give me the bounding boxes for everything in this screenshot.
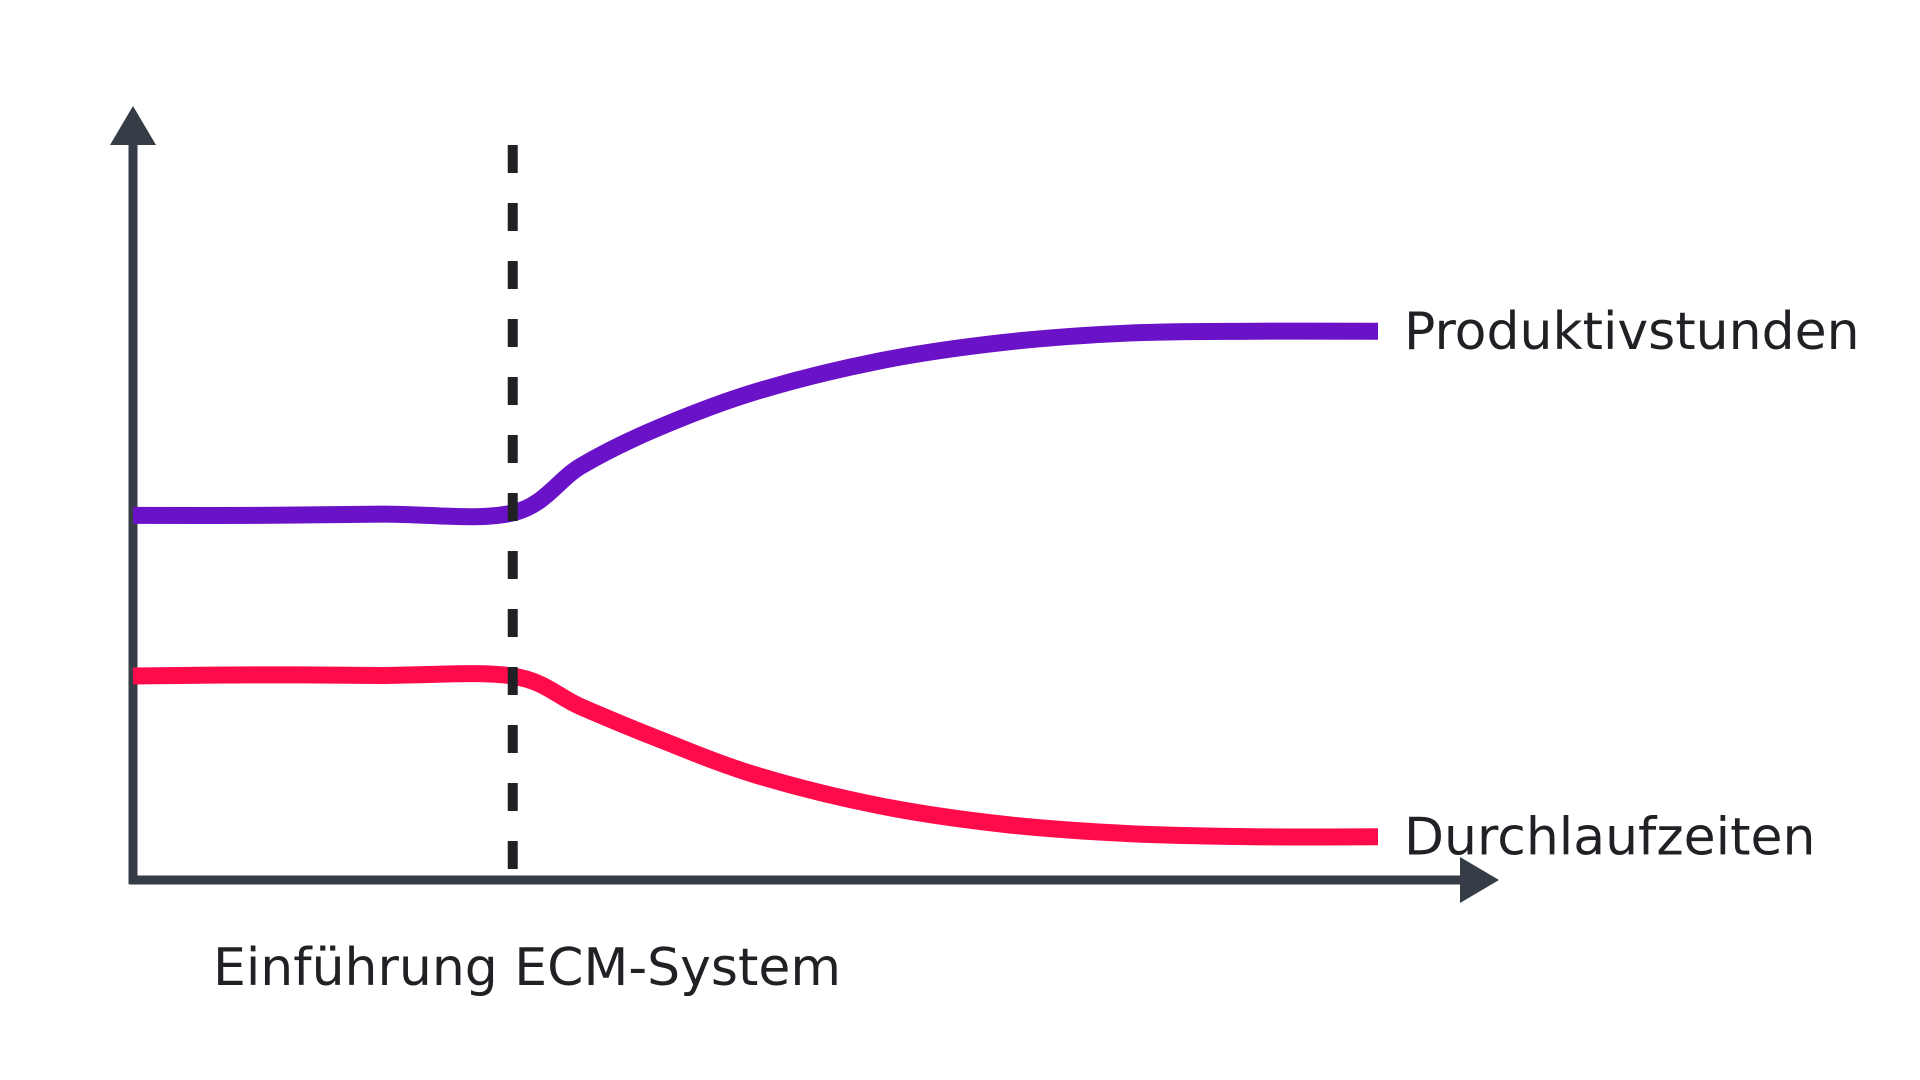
series-label-produktivstunden: Produktivstunden [1404,302,1860,362]
event-label: Einführung ECM-System [213,938,841,998]
x-axis-arrow-icon [1460,857,1499,903]
series-layer [132,322,1379,846]
series-labels: Produktivstunden Durchlaufzeiten [1404,302,1860,868]
series-line-produktivstunden [132,322,1379,526]
series-label-durchlaufzeiten: Durchlaufzeiten [1404,808,1815,868]
y-axis-arrow-icon [110,106,156,145]
series-line-durchlaufzeiten [132,665,1379,846]
axes [110,106,1499,903]
